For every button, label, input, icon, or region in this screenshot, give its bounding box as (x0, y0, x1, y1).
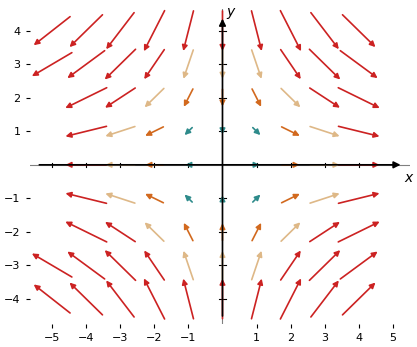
Text: y: y (226, 5, 234, 18)
Text: x: x (404, 170, 412, 185)
